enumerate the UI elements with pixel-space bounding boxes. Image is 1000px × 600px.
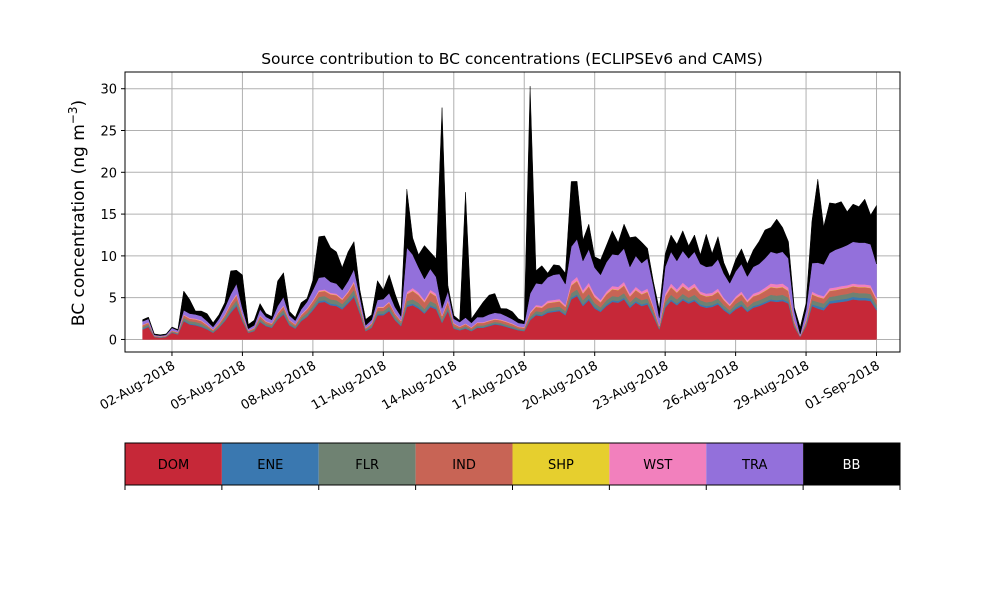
y-tick-label: 10 [100, 250, 117, 265]
legend-label-bb: BB [843, 458, 861, 473]
y-tick-label: 0 [109, 333, 117, 348]
y-tick-label: 25 [100, 125, 117, 140]
legend-swatch-shp [512, 443, 610, 485]
y-axis-label-unit: −3 [66, 106, 80, 124]
legend-swatch-ind [415, 443, 513, 485]
legend-label-ind: IND [452, 458, 476, 473]
legend-swatch-tra [706, 443, 804, 485]
legend-label-ene: ENE [257, 458, 283, 473]
legend-label-dom: DOM [158, 458, 189, 473]
legend-swatch-bb [803, 443, 900, 485]
area-bb [142, 85, 877, 336]
legend-swatch-ene [221, 443, 319, 485]
legend: DOM ENE FLR IND SHP WST TRA BB [124, 442, 901, 490]
y-axis-label: BC concentration (ng m−3) [66, 100, 89, 326]
y-tick-label: 30 [100, 83, 117, 98]
y-axis-label-close: ) [69, 100, 89, 107]
legend-label-shp: SHP [548, 458, 574, 473]
legend-label-wst: WST [643, 458, 672, 473]
plot-frame [124, 71, 901, 353]
legend-swatch-wst [609, 443, 707, 485]
legend-swatch-dom [125, 443, 222, 485]
y-tick-label: 15 [100, 208, 117, 223]
legend-label-flr: FLR [355, 458, 379, 473]
y-axis-label-text: BC concentration (ng m [69, 124, 89, 326]
stacked-areas [142, 85, 877, 340]
chart-title: Source contribution to BC concentrations… [261, 50, 763, 68]
legend-swatch-flr [318, 443, 416, 485]
y-tick-label: 5 [109, 292, 117, 307]
y-tick-label: 20 [100, 166, 117, 181]
legend-label-tra: TRA [741, 458, 767, 473]
